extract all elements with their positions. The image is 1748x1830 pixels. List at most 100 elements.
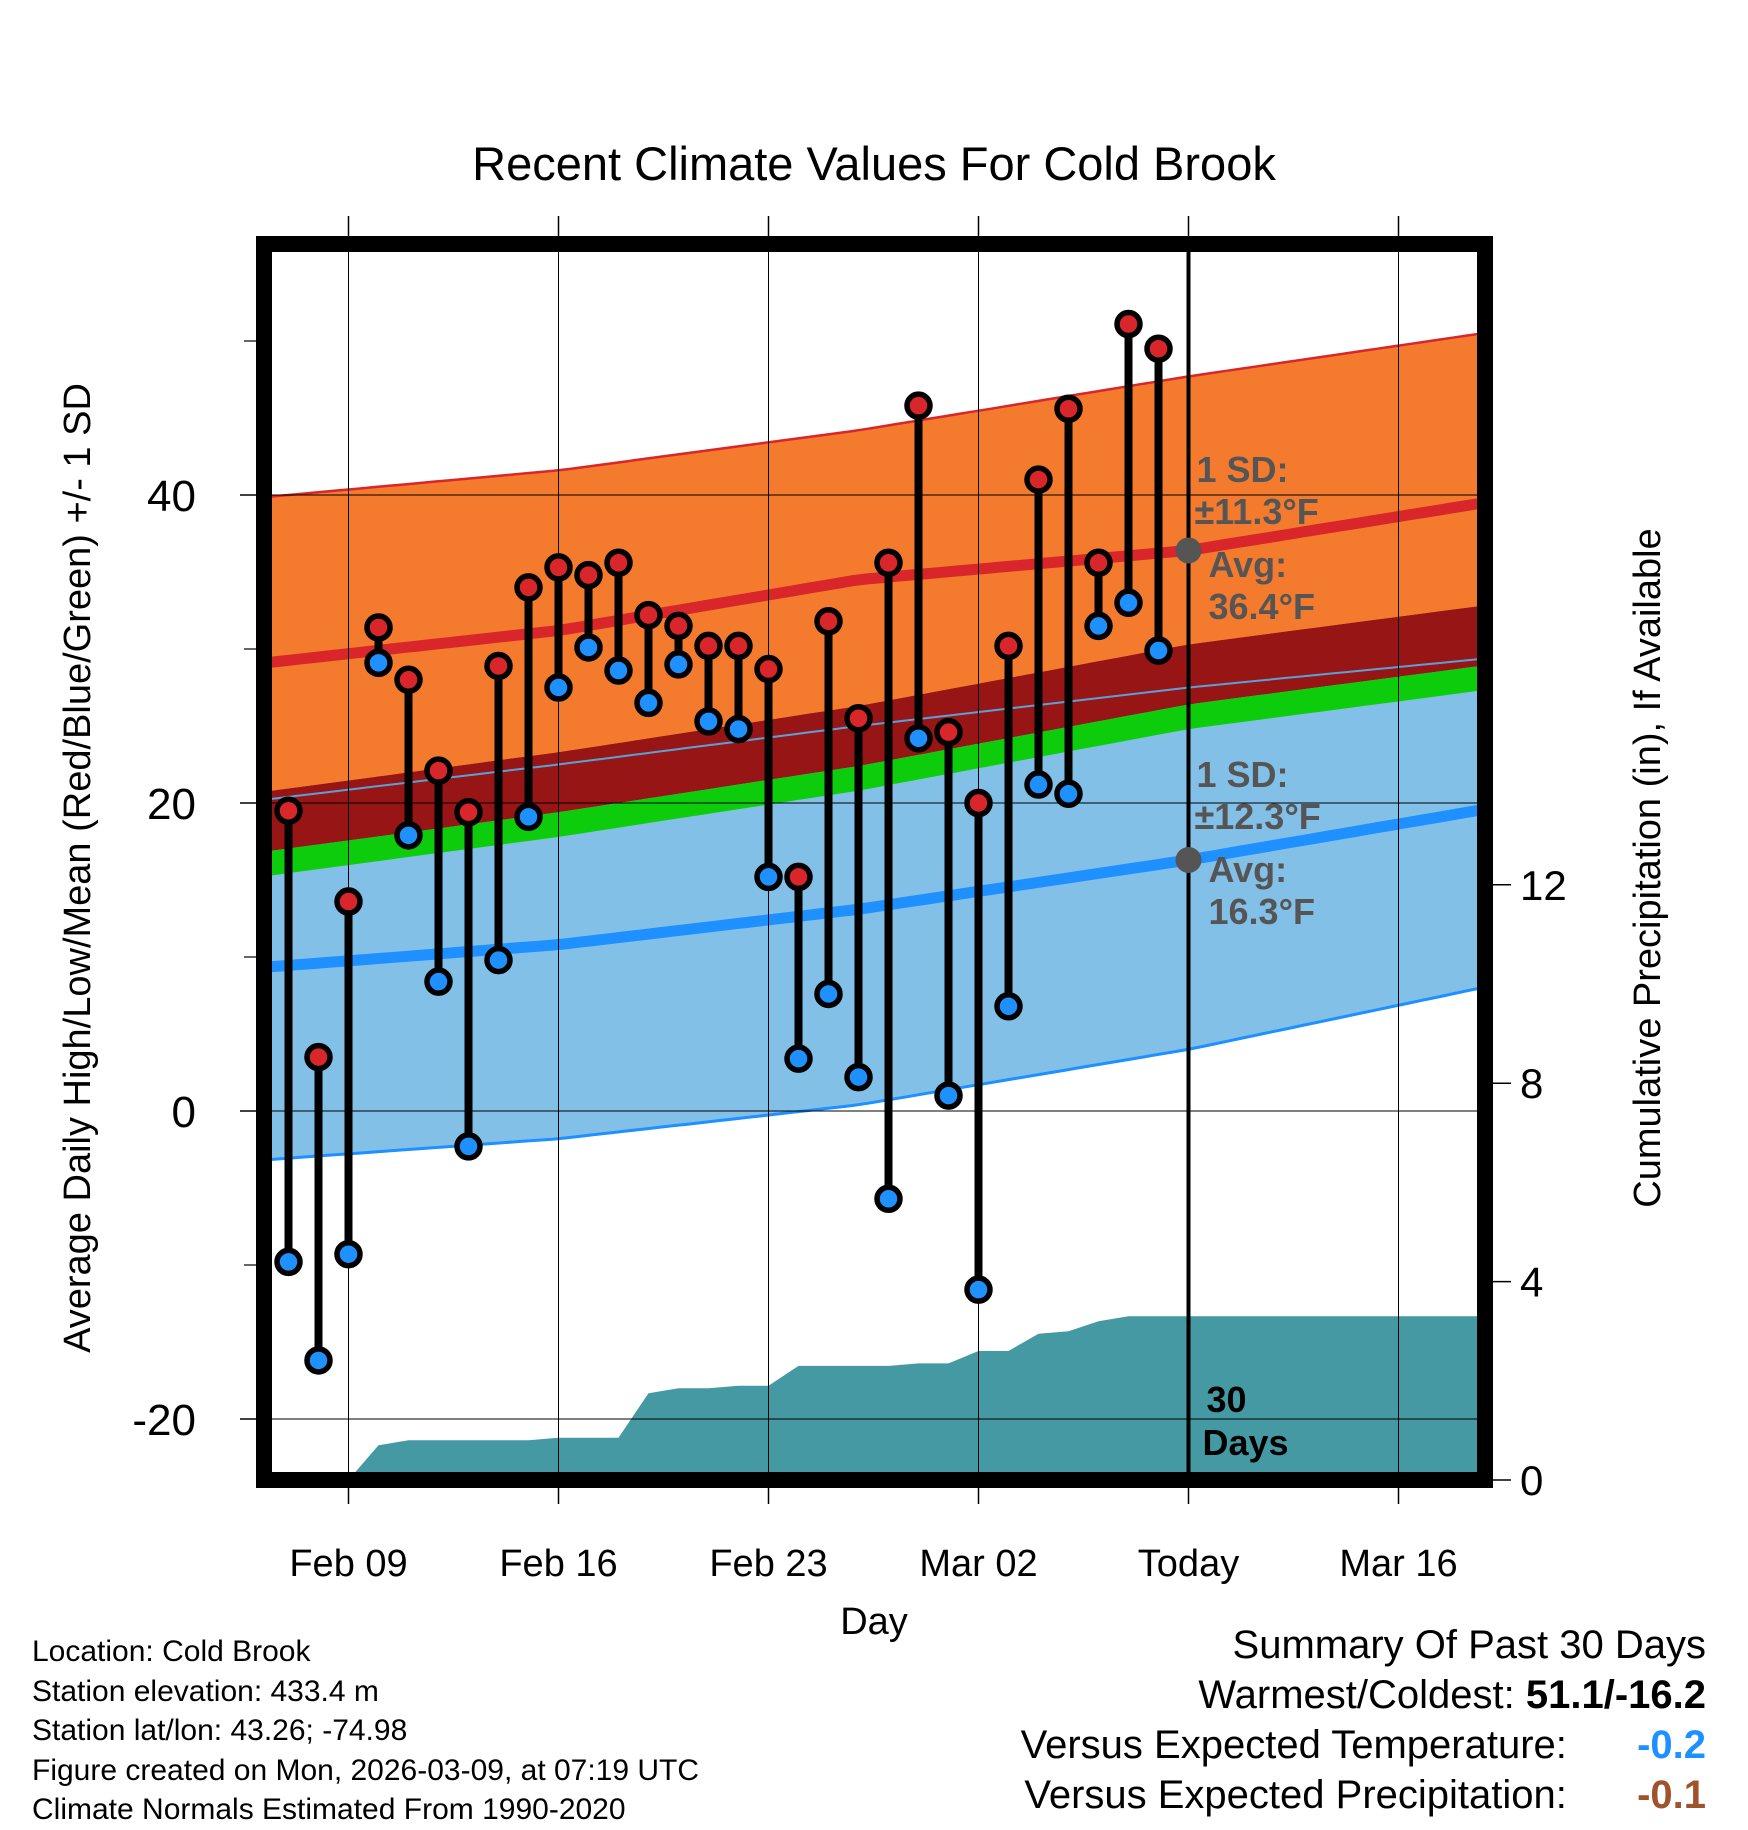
low-point <box>334 1239 363 1269</box>
y2-tick-label: 12 <box>1520 862 1567 909</box>
high-upper-line <box>264 331 1485 499</box>
summary-temp-row: Versus Expected Temperature: -0.2 <box>1021 1720 1706 1770</box>
low-point <box>1144 636 1173 665</box>
high-point <box>964 788 993 818</box>
plot-frame <box>256 236 1493 1488</box>
low-point <box>664 650 693 679</box>
low-mean-line <box>264 803 1485 973</box>
temp-value: -0.2 <box>1637 1723 1706 1767</box>
y-tick-label: 20 <box>147 780 196 829</box>
high-point <box>994 631 1023 661</box>
high-point <box>334 887 363 916</box>
precip-value: -0.1 <box>1637 1773 1706 1817</box>
high-point <box>694 631 723 661</box>
high-point <box>724 631 753 661</box>
summary-warmest-row: Warmest/Coldest: 51.1/-16.2 <box>1021 1670 1706 1720</box>
y2-axis-label: Cumulative Precipitation (in), If Availa… <box>1627 528 1669 1207</box>
summary-title: Summary Of Past 30 Days <box>1232 1623 1706 1667</box>
high-mean-line <box>264 497 1485 669</box>
low-sd-value: ±12.3°F <box>1195 796 1321 837</box>
high-avg-value: 36.4°F <box>1209 586 1315 627</box>
warmest-value: 51.1/-16.2 <box>1525 1673 1706 1717</box>
low-point <box>304 1346 333 1375</box>
x-tick-label: Mar 02 <box>919 1543 1037 1585</box>
low-point <box>364 648 393 678</box>
low-lower-line <box>264 985 1485 1162</box>
high-point <box>1024 465 1053 494</box>
low-point <box>1114 588 1143 618</box>
high-avg-marker <box>1175 537 1202 564</box>
high-point <box>1084 548 1113 578</box>
x-tick-label: Feb 16 <box>499 1543 617 1585</box>
high-point <box>304 1042 333 1072</box>
high-point <box>514 573 543 602</box>
low-avg-label: Avg: <box>1209 849 1288 890</box>
meta-elevation: Station elevation: 433.4 m <box>32 1674 379 1708</box>
summary-panel: Summary Of Past 30 Days Warmest/Coldest:… <box>1021 1620 1706 1820</box>
x-tick-label: Today <box>1138 1543 1239 1585</box>
low-point <box>874 1184 903 1214</box>
high-point <box>454 797 483 827</box>
low-point <box>754 862 783 892</box>
low-point <box>514 802 543 832</box>
low-sd-label: 1 SD: <box>1197 754 1289 795</box>
days-count-label: 30 <box>1207 1379 1247 1420</box>
temp-label: Versus Expected Temperature: <box>1020 1723 1567 1767</box>
axes: Feb 09 Feb 16 Feb 23 Mar 02 Today Mar 16 Day -2… <box>57 216 1669 1643</box>
meta-created: Figure created on Mon, 2026-03-09, at 07… <box>32 1753 700 1787</box>
low-point <box>1084 611 1113 641</box>
high-point <box>784 862 813 892</box>
high-point <box>1144 334 1173 363</box>
low-point <box>604 656 633 685</box>
low-avg-value: 16.3°F <box>1209 891 1315 932</box>
high-point <box>664 611 693 641</box>
low-point <box>964 1275 993 1304</box>
low-point <box>694 707 723 736</box>
high-point <box>544 553 573 582</box>
y2-tick-label: 0 <box>1520 1457 1543 1504</box>
mean-green-band <box>264 665 1485 877</box>
high-point <box>274 796 303 825</box>
low-point <box>454 1132 483 1161</box>
chart-title: Recent Climate Values For Cold Brook <box>472 137 1276 190</box>
y-axis-label: Average Daily High/Low/Mean (Red/Blue/Gr… <box>57 383 99 1353</box>
low-point <box>394 821 423 850</box>
high-sd-label: 1 SD: <box>1197 449 1289 490</box>
low-point <box>634 688 663 718</box>
high-point <box>634 600 663 630</box>
meta-latlon: Station lat/lon: 43.26; -74.98 <box>32 1714 408 1747</box>
high-point <box>394 665 423 695</box>
low-point <box>1024 770 1053 799</box>
x-tick-label: Mar 16 <box>1339 1543 1457 1585</box>
low-point <box>484 945 513 975</box>
high-point <box>904 391 933 420</box>
low-point <box>994 992 1023 1021</box>
x-axis-label: Day <box>840 1601 908 1643</box>
low-point <box>784 1044 813 1073</box>
meta-normals: Climate Normals Estimated From 1990-2020 <box>32 1793 626 1826</box>
high-point <box>1114 309 1143 339</box>
warmest-label: Warmest/Coldest: <box>1198 1673 1515 1717</box>
meta-location: Location: Cold Brook <box>32 1635 311 1668</box>
high-sd-value: ±11.3°F <box>1195 491 1319 532</box>
high-point <box>934 717 963 747</box>
low-point <box>934 1081 963 1110</box>
low-point <box>424 967 453 996</box>
y2-tick-label: 4 <box>1520 1259 1543 1306</box>
y-tick-label: -20 <box>132 1396 196 1445</box>
high-avg-label: Avg: <box>1209 544 1288 585</box>
low-point <box>814 979 843 1009</box>
x-tick-label: Feb 09 <box>289 1543 407 1585</box>
high-point <box>1054 394 1083 424</box>
low-point <box>844 1062 873 1092</box>
low-point <box>574 633 603 662</box>
y2-tick-label: 8 <box>1520 1060 1543 1107</box>
high-point <box>754 654 783 684</box>
high-point <box>574 560 603 590</box>
high-point <box>424 756 453 785</box>
y-tick-label: 40 <box>147 472 196 521</box>
high-point <box>364 613 393 642</box>
